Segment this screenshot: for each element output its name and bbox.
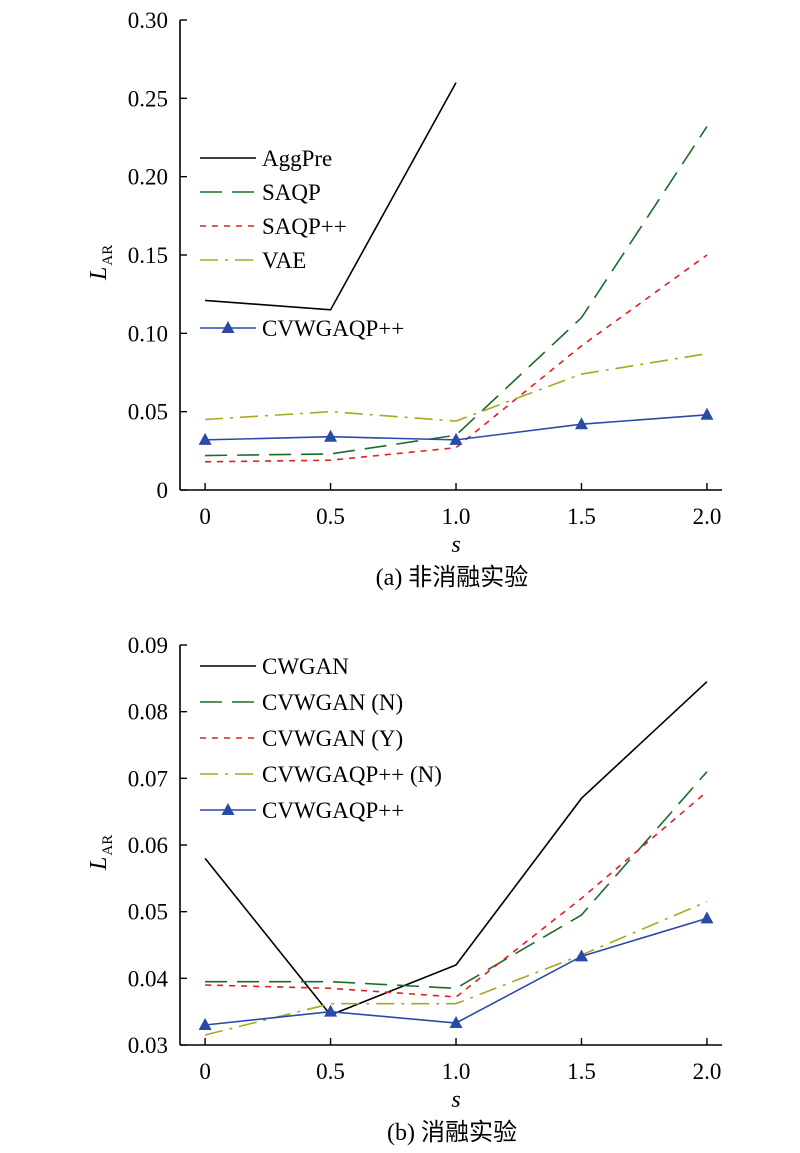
x-tick-label: 0.5 xyxy=(316,1059,345,1084)
y-tick-label: 0.25 xyxy=(128,86,168,111)
legend-label: CVWGAQP++ xyxy=(262,798,404,823)
data-point-marker xyxy=(700,407,714,420)
panel-caption: (b) 消融实验 xyxy=(387,1119,517,1146)
y-axis-label-subscript: AR xyxy=(100,245,116,266)
series-line xyxy=(205,254,708,463)
x-tick-label: 1.5 xyxy=(567,1059,596,1084)
legend-label: SAQP xyxy=(262,180,321,205)
x-axis-label: s xyxy=(451,1087,460,1113)
legend-label: CVWGAQP++ xyxy=(262,316,404,341)
y-tick-label: 0.03 xyxy=(128,1033,168,1058)
y-axis-label-main: L xyxy=(86,267,112,281)
y-tick-label: 0.09 xyxy=(128,633,168,658)
legend-label: CVWGAN (N) xyxy=(262,690,403,715)
y-axis-label-main: L xyxy=(86,857,112,871)
legend-marker xyxy=(221,321,235,333)
x-tick-label: 1.0 xyxy=(442,504,471,529)
x-tick-label: 0 xyxy=(199,1059,211,1084)
x-tick-label: 0 xyxy=(199,504,211,529)
series-line xyxy=(204,900,708,1036)
series-line xyxy=(205,771,708,990)
legend-label: CWGAN xyxy=(262,654,349,679)
y-axis-label: LAR xyxy=(86,245,116,281)
data-point-marker xyxy=(198,432,212,445)
y-tick-label: 0.06 xyxy=(128,833,168,858)
y-tick-label: 0.20 xyxy=(128,165,168,190)
x-tick-label: 2.0 xyxy=(693,504,722,529)
data-point-marker xyxy=(324,429,338,442)
y-tick-label: 0.30 xyxy=(128,8,168,33)
data-point-marker xyxy=(574,417,588,430)
x-tick-label: 2.0 xyxy=(693,1059,722,1084)
legend-label: VAE xyxy=(262,248,306,273)
y-axis-label-subscript: AR xyxy=(100,835,116,856)
data-point-marker xyxy=(449,432,463,445)
y-tick-label: 0.05 xyxy=(128,900,168,925)
data-point-marker xyxy=(700,911,714,924)
y-tick-label: 0.07 xyxy=(128,766,168,791)
series-line xyxy=(204,681,708,1016)
x-tick-label: 1.5 xyxy=(567,504,596,529)
legend-label: CVWGAN (Y) xyxy=(262,726,403,751)
x-tick-label: 0.5 xyxy=(316,504,345,529)
series-line xyxy=(205,352,708,422)
series-line xyxy=(205,917,708,1026)
legend-label: AggPre xyxy=(262,146,332,171)
y-tick-label: 0.04 xyxy=(128,966,169,991)
panel-caption: (a) 非消融实验 xyxy=(376,564,529,591)
x-axis-label: s xyxy=(451,532,460,558)
data-point-marker xyxy=(198,1018,212,1030)
data-point-marker xyxy=(574,949,588,962)
data-point-marker xyxy=(449,1016,463,1028)
y-tick-label: 0 xyxy=(157,478,169,503)
chart-panel-1: 0 0.05 0.10 0.15 0.20 0.25 0.30 0 0.5 1.0 1.5 2.0 s L… xyxy=(86,8,722,591)
y-tick-label: 0.08 xyxy=(128,700,168,725)
y-axis-label: LAR xyxy=(86,835,116,871)
legend-label: SAQP++ xyxy=(262,214,347,239)
chart-panel-2: 0.03 0.04 0.05 0.06 0.07 0.08 0.09 0 0.5 1.0 1.5 2.… xyxy=(86,633,722,1146)
data-point-marker xyxy=(324,1004,338,1017)
x-tick-label: 1.0 xyxy=(442,1059,471,1084)
series-line xyxy=(205,82,457,311)
y-tick-label: 0.05 xyxy=(128,400,168,425)
y-tick-label: 0.15 xyxy=(128,243,168,268)
series-line xyxy=(205,126,708,457)
y-tick-label: 0.10 xyxy=(128,321,168,346)
legend-label: CVWGAQP++ (N) xyxy=(262,762,442,787)
legend-marker xyxy=(221,803,235,815)
